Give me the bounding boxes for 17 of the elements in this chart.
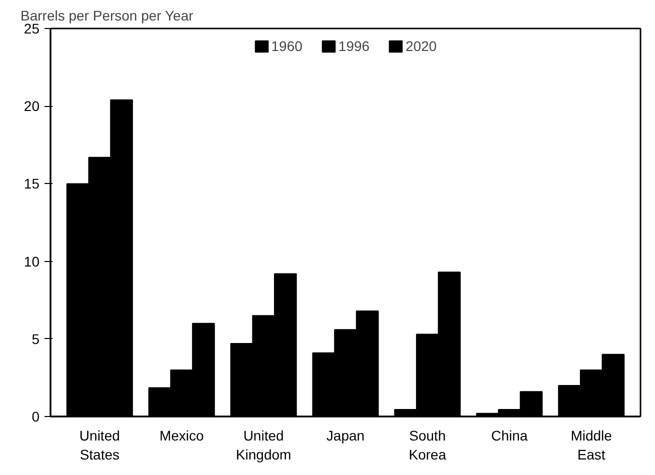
- y-tick-label: 20: [24, 98, 40, 114]
- x-tick-label: Mexico: [159, 428, 204, 444]
- x-tick-label: Middle East: [570, 428, 612, 463]
- y-axis-title: Barrels per Person per Year: [20, 8, 194, 24]
- y-tick-label: 25: [24, 20, 40, 36]
- x-tick-label: China: [491, 428, 528, 444]
- legend-label: 1996: [338, 38, 370, 54]
- y-tick-label: 10: [24, 253, 40, 270]
- x-tick-label: Japan: [326, 428, 365, 444]
- legend-label: 1960: [271, 38, 302, 54]
- legend-label: 2020: [406, 38, 437, 54]
- x-tick-label: United Kingdom: [236, 428, 292, 463]
- x-tick-label: South Korea: [408, 428, 446, 463]
- y-tick-label: 5: [32, 330, 40, 347]
- x-tick-label: United States: [79, 428, 120, 463]
- y-tick-label: 15: [24, 176, 40, 192]
- y-tick-label: 0: [32, 408, 40, 424]
